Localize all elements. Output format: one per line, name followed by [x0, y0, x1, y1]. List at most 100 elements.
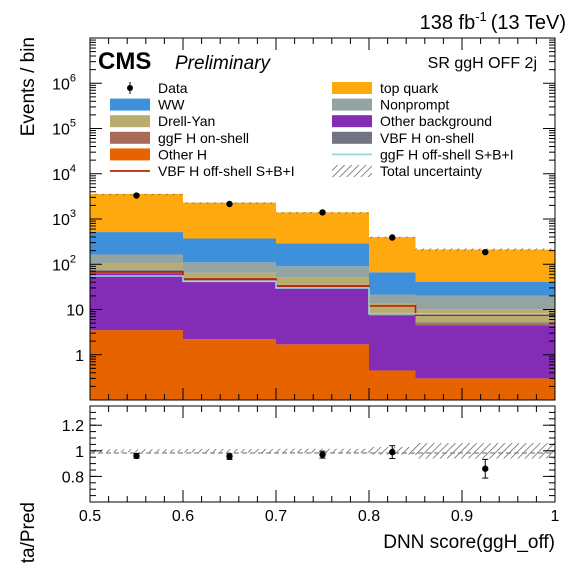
legend-swatch-ww: [110, 98, 150, 111]
bar-other-background: [415, 325, 555, 379]
bar-vbf-h-on-shell: [90, 270, 183, 271]
preliminary-label: Preliminary: [175, 53, 272, 74]
bar-ww: [183, 238, 276, 263]
bar-other-h: [276, 344, 369, 400]
bar-other-background: [183, 281, 276, 340]
legend-label-ww: WW: [158, 97, 185, 113]
stacked-histogram: [90, 194, 555, 400]
bar-vbf-h-on-shell: [183, 277, 276, 279]
data-point: [389, 234, 396, 241]
ratio-y-axis-label: Data/Pred: [18, 502, 39, 563]
bar-vbf-h-on-shell: [276, 284, 369, 286]
bar-ggf-h-on-shell: [276, 285, 369, 289]
lumi-label: 138 fb-1 (13 TeV): [420, 9, 566, 34]
ratio-axes: 0.8 1 1.2 0.5 0.6 0.7 0.8 0.9 1: [62, 406, 560, 525]
main-y-axis-label: Events / bin: [18, 37, 39, 136]
legend-swatch-total-uncertainty: [332, 165, 372, 177]
data-point: [133, 192, 140, 199]
region-label: SR ggH OFF 2j: [428, 55, 537, 72]
x-tick-label: 0.5: [79, 508, 101, 525]
ratio-point: [133, 452, 140, 460]
y-tick-label: 102: [52, 253, 76, 274]
legend-label-data: Data: [158, 80, 188, 96]
bar-ww: [90, 232, 183, 255]
bar-ggf-h-on-shell: [183, 278, 276, 282]
bar-other-background: [276, 288, 369, 345]
ratio-point: [389, 448, 396, 456]
legend-label-nonprompt: Nonprompt: [380, 97, 449, 113]
y-tick-label: 10: [66, 303, 84, 320]
legend-swatch-other-background: [332, 115, 372, 128]
legend-label-total-uncertainty: Total uncertainty: [380, 163, 482, 179]
ratio-points: [133, 445, 489, 479]
ratio-y-tick-label: 1.2: [62, 418, 84, 435]
legend-swatch-top-quark: [332, 82, 372, 94]
data-points: [133, 192, 489, 256]
legend-label-other-background: Other background: [380, 113, 492, 129]
line-ggf-h-off-shell-s-b-i: [90, 275, 555, 315]
ratio-y-tick-label: 1: [75, 444, 84, 461]
bar-nonprompt: [276, 266, 369, 278]
bar-other-h: [183, 339, 276, 400]
bar-other-background: [90, 273, 183, 331]
bar-drell-yan: [183, 272, 276, 278]
legend-label-ggf-h-off-shell-s-b-i: ggF H off-shell S+B+I: [380, 146, 514, 162]
ratio-band-bin: [415, 443, 555, 459]
ratio-band-bin: [90, 449, 183, 453]
signal-lines: [90, 271, 555, 316]
bar-top-quark: [369, 237, 416, 273]
bar-other-h: [415, 378, 555, 400]
y-tick-label: 1: [75, 348, 84, 365]
bar-ggf-h-on-shell: [415, 323, 555, 326]
x-axis-label: DNN score(ggH_off): [383, 532, 555, 553]
y-tick-label: 105: [52, 118, 76, 139]
legend-swatch-nonprompt: [332, 98, 372, 111]
bar-top-quark: [183, 202, 276, 239]
ratio-plot: 0.8 1 1.2 0.5 0.6 0.7 0.8 0.9 1: [62, 405, 560, 525]
data-point: [319, 209, 326, 216]
bar-ww: [276, 243, 369, 267]
bar-top-quark: [90, 194, 183, 233]
ratio-y-tick-label: 0.8: [62, 469, 84, 486]
legend-swatch-vbf-h-on-shell: [332, 131, 372, 144]
data-point: [226, 200, 233, 208]
bar-drell-yan: [90, 263, 183, 271]
y-tick-label: 104: [52, 163, 76, 184]
legend-label-drell-yan: Drell-Yan: [158, 113, 215, 129]
main-axes: 1 10 102 103 104 105 106: [52, 38, 556, 400]
legend-label-other-h: Other H: [158, 146, 207, 162]
bar-top-quark: [276, 212, 369, 244]
bar-other-h: [90, 330, 183, 400]
bar-drell-yan: [369, 303, 416, 313]
x-tick-label: 0.9: [451, 508, 473, 525]
legend-label-top-quark: top quark: [380, 80, 439, 96]
bar-ww: [415, 281, 555, 296]
bar-other-background: [369, 315, 416, 371]
ratio-point: [319, 451, 326, 458]
bar-ww: [369, 272, 416, 295]
ratio-band-bin: [183, 449, 276, 453]
bar-vbf-h-on-shell: [415, 322, 555, 324]
x-tick-label: 0.6: [172, 508, 194, 525]
legend-swatch-ggf-h-on-shell: [110, 131, 150, 144]
legend-swatch-data: [127, 82, 133, 94]
x-tick-label: 0.8: [358, 508, 380, 525]
data-point: [482, 248, 489, 256]
legend-label-vbf-h-off-shell-s-b-i: VBF H off-shell S+B+I: [158, 163, 295, 179]
ratio-point: [482, 465, 489, 472]
bar-other-h: [369, 370, 416, 400]
bar-nonprompt: [90, 254, 183, 264]
bar-nonprompt: [415, 295, 555, 310]
bar-drell-yan: [276, 277, 369, 285]
x-tick-label: 1: [551, 508, 560, 525]
legend-swatch-other-h: [110, 148, 150, 161]
ratio-plot-frame: [89, 405, 556, 503]
cms-label: CMS: [98, 48, 151, 75]
main-plot: 1 10 102 103 104 105 106: [52, 37, 556, 401]
legend-label-vbf-h-on-shell: VBF H on-shell: [380, 130, 474, 146]
bar-nonprompt: [183, 262, 276, 273]
x-tick-label: 0.7: [265, 508, 287, 525]
bar-nonprompt: [369, 294, 416, 304]
